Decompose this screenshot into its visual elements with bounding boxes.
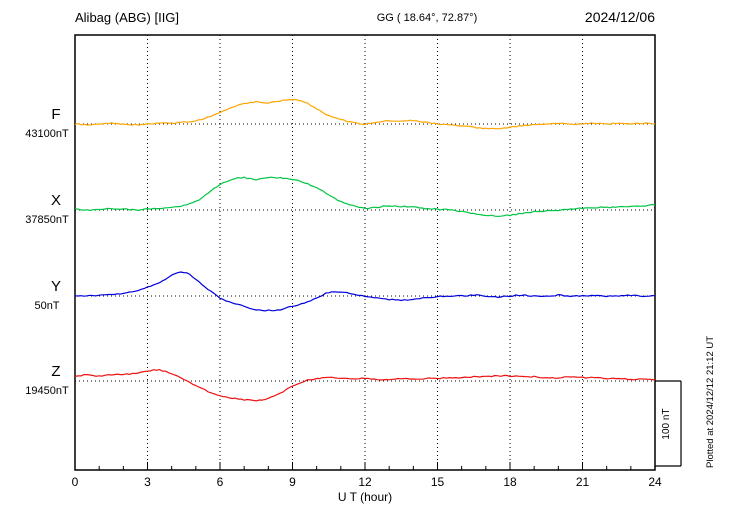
axis-tick-label: 18 [503,475,517,489]
series-label-F: F [51,106,60,123]
station-title: Alibag (ABG) [IIG] [75,10,179,25]
series-baseline-value-Z: 19450nT [25,385,69,397]
trace-F [74,98,656,130]
axis-tick-label: 3 [144,475,151,489]
chart-layer: 0 3 6 9 12 15 18 21 24 F 43100nT X 37850nT Y 50nT Z 1945… [25,34,682,489]
series-label-X: X [51,192,61,209]
scalebar-label: 100 nT [661,408,672,439]
series-baseline-value-F: 43100nT [25,128,69,140]
axis-tick-label: 0 [72,475,79,489]
axis-tick-label: 24 [648,475,662,489]
plot-date: 2024/12/06 [585,9,655,25]
series-label-Z: Z [51,363,60,380]
axis-tick-label: 21 [576,475,590,489]
series-baseline-value-Y: 50nT [34,300,59,312]
trace-Z [74,369,656,402]
series-baseline-value-X: 37850nT [25,214,69,226]
trace-X [74,176,656,217]
axis-tick-label: 15 [431,475,445,489]
x-axis-label: U T (hour) [338,490,392,504]
plot-frame [74,34,656,471]
geographic-coords: GG ( 18.64°, 72.87°) [377,12,478,24]
axis-tick-label: 9 [289,475,296,489]
plotted-at-footnote: Plotted at 2024/12/12 21:12 UT [705,336,716,468]
axis-tick-label: 12 [358,475,372,489]
series-label-Y: Y [51,278,61,295]
axis-tick-label: 6 [217,475,224,489]
trace-Y [74,271,656,312]
